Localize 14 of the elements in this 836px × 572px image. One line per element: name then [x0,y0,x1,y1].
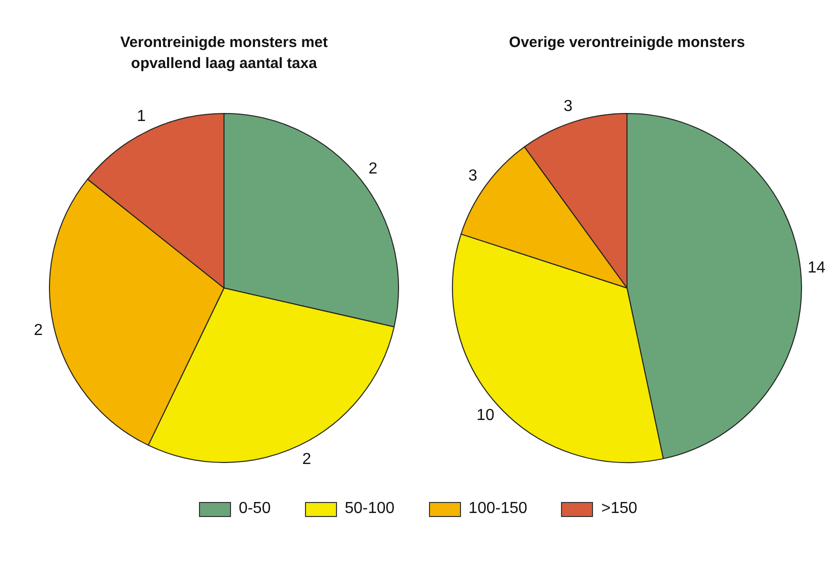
legend-label: >150 [601,500,638,518]
data-label: 2 [302,451,312,468]
data-label: 2 [368,160,378,178]
chart-title: Verontreinigde monsters met opvallend laag aantal taxa [119,33,329,74]
legend-label: 50-100 [344,500,395,518]
data-label: 14 [808,259,826,276]
legend-label: 100-150 [468,500,528,518]
data-label: 2 [34,322,43,339]
legend-label: 0-50 [238,500,271,518]
data-label: 1 [136,108,146,125]
data-label: 3 [564,98,573,116]
data-label: 10 [476,406,494,424]
chart-title: Overige verontreinigde monsters [508,33,746,53]
data-label: 3 [468,167,478,184]
